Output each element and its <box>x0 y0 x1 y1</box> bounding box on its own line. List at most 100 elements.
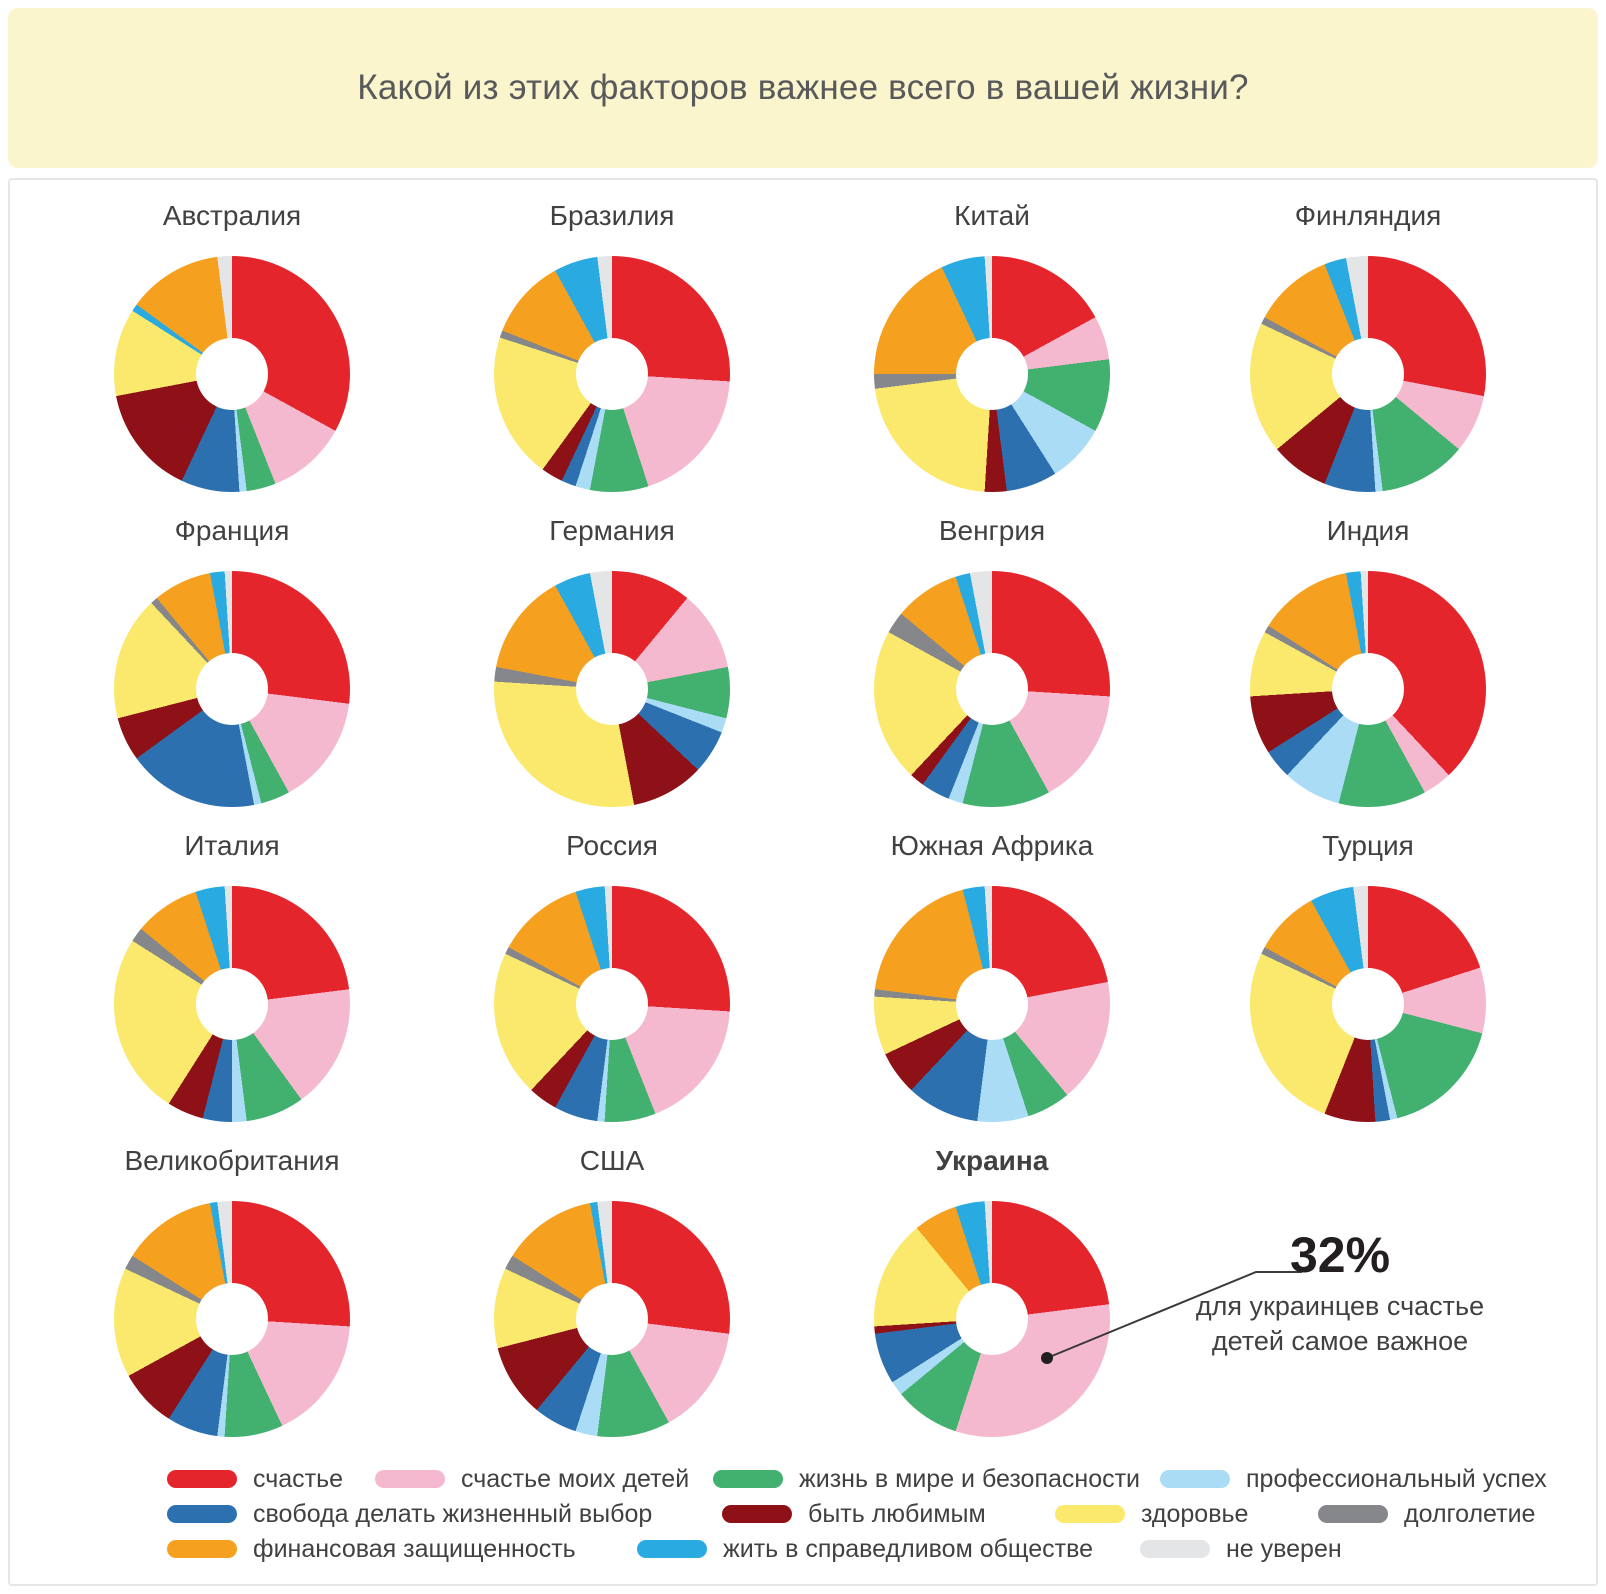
legend-item-success: профессиональный успех <box>1160 1464 1547 1493</box>
donut-hole <box>196 653 268 725</box>
legend-swatch <box>167 1470 237 1488</box>
legend-swatch <box>713 1470 783 1488</box>
chart-title: Великобритания <box>124 1145 340 1176</box>
chart-title: Украина <box>935 1145 1049 1176</box>
donut-chart <box>114 886 350 1122</box>
donut-hole <box>196 1283 268 1355</box>
legend-item-longevity: долголетие <box>1318 1499 1536 1528</box>
chart-cell: Великобритания <box>82 1145 382 1437</box>
donut-chart <box>114 256 350 492</box>
chart-cell: Венгрия <box>842 515 1142 807</box>
chart-title: Италия <box>184 830 280 861</box>
donut-hole <box>196 968 268 1040</box>
legend-item-unsure: не уверен <box>1140 1534 1342 1563</box>
donut-chart <box>874 256 1110 492</box>
chart-title: Австралия <box>162 200 302 231</box>
legend-label: здоровье <box>1141 1499 1249 1528</box>
legend-label: долголетие <box>1404 1499 1536 1528</box>
chart-cell: Франция <box>82 515 382 807</box>
legend-item-financial: финансовая защищенность <box>167 1534 576 1563</box>
donut-chart <box>874 571 1110 807</box>
legend-label: жизнь в мире и безопасности <box>799 1464 1141 1493</box>
chart-title: Франция <box>174 515 290 546</box>
legend-swatch <box>1140 1540 1210 1558</box>
legend-label: быть любимым <box>808 1499 986 1528</box>
legend-swatch <box>375 1470 445 1488</box>
legend-label: счастье моих детей <box>461 1464 690 1493</box>
donut-chart <box>114 1201 350 1437</box>
chart-cell: Германия <box>462 515 762 807</box>
annotation-callout: 32% для украинцев счастье детей самое ва… <box>1180 1228 1500 1359</box>
legend-item-loved: быть любимым <box>722 1499 986 1528</box>
annotation-text: для украинцев счастье детей самое важное <box>1195 1291 1485 1357</box>
page-title: Какой из этих факторов важнее всего в ва… <box>357 68 1249 107</box>
donut-chart <box>874 1201 1110 1437</box>
legend-label: не уверен <box>1226 1534 1342 1563</box>
legend-item-health: здоровье <box>1055 1499 1249 1528</box>
legend-item-peace: жизнь в мире и безопасности <box>713 1464 1141 1493</box>
chart-title: Германия <box>549 515 675 546</box>
chart-title: США <box>579 1145 645 1176</box>
donut-hole <box>1332 968 1404 1040</box>
legend-item-freedom: свобода делать жизненный выбор <box>167 1499 653 1528</box>
legend-swatch <box>167 1505 237 1523</box>
donut-hole <box>196 338 268 410</box>
legend-item-happiness: счастье <box>167 1464 344 1493</box>
legend-swatch <box>637 1540 707 1558</box>
charts-panel: Австралия Бразилия Китай Финляндия Франция Ге… <box>8 178 1598 1586</box>
legend-swatch <box>1318 1505 1388 1523</box>
legend-swatch <box>722 1505 792 1523</box>
donut-chart <box>114 571 350 807</box>
chart-title: Венгрия <box>938 515 1046 546</box>
donut-chart <box>494 571 730 807</box>
donut-chart <box>494 886 730 1122</box>
legend-label: профессиональный успех <box>1246 1464 1547 1493</box>
donut-chart <box>874 886 1110 1122</box>
donut-hole <box>576 653 648 725</box>
donut-chart <box>1250 886 1486 1122</box>
chart-cell: Россия <box>462 830 762 1122</box>
chart-title: Индия <box>1326 515 1410 546</box>
chart-cell: Бразилия <box>462 200 762 492</box>
chart-cell: Австралия <box>82 200 382 492</box>
donut-hole <box>576 1283 648 1355</box>
chart-cell: Турция <box>1218 830 1518 1122</box>
chart-cell: Финляндия <box>1218 200 1518 492</box>
donut-hole <box>956 968 1028 1040</box>
legend-label: жить в справедливом обществе <box>723 1534 1093 1563</box>
legend-swatch <box>167 1540 237 1558</box>
chart-title: Южная Африка <box>890 830 1094 861</box>
legend-label: свобода делать жизненный выбор <box>253 1499 653 1528</box>
legend-item-justice: жить в справедливом обществе <box>637 1534 1093 1563</box>
chart-cell: Италия <box>82 830 382 1122</box>
chart-cell: Южная Африка <box>842 830 1142 1122</box>
header-band: Какой из этих факторов важнее всего в ва… <box>8 8 1598 168</box>
legend-label: счастье <box>253 1464 344 1493</box>
donut-chart <box>1250 571 1486 807</box>
donut-hole <box>956 1283 1028 1355</box>
donut-hole <box>576 338 648 410</box>
donut-hole <box>1332 653 1404 725</box>
donut-hole <box>956 338 1028 410</box>
chart-title: Бразилия <box>549 200 675 231</box>
legend-swatch <box>1160 1470 1230 1488</box>
donut-hole <box>956 653 1028 725</box>
chart-title: Турция <box>1322 830 1414 861</box>
legend-item-children: счастье моих детей <box>375 1464 690 1493</box>
chart-title: Россия <box>566 830 658 861</box>
chart-cell: Украина <box>842 1145 1142 1437</box>
chart-cell: Китай <box>842 200 1142 492</box>
donut-hole <box>576 968 648 1040</box>
chart-title: Китай <box>954 200 1030 231</box>
donut-chart <box>494 1201 730 1437</box>
donut-hole <box>1332 338 1404 410</box>
donut-chart <box>494 256 730 492</box>
chart-cell: США <box>462 1145 762 1437</box>
chart-cell: Индия <box>1218 515 1518 807</box>
annotation-value: 32% <box>1289 1227 1391 1283</box>
legend-swatch <box>1055 1505 1125 1523</box>
donut-chart <box>1250 256 1486 492</box>
legend-label: финансовая защищенность <box>253 1534 576 1563</box>
chart-title: Финляндия <box>1294 200 1442 231</box>
